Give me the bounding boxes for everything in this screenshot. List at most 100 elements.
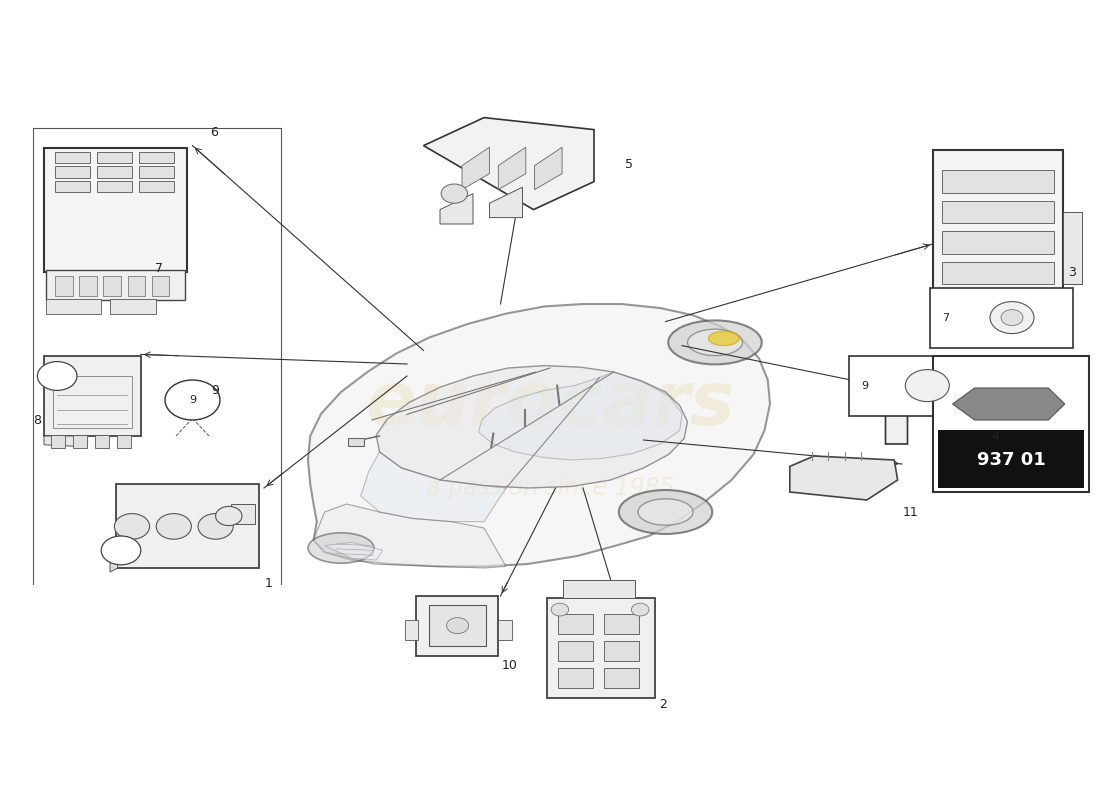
Text: 9: 9 — [211, 384, 220, 397]
Bar — [604, 668, 639, 688]
Bar — [942, 231, 1054, 254]
Text: 3: 3 — [1068, 266, 1077, 278]
Polygon shape — [110, 548, 118, 572]
Text: 6: 6 — [210, 126, 219, 138]
Text: 7: 7 — [155, 262, 164, 274]
Polygon shape — [44, 436, 88, 446]
Polygon shape — [361, 452, 506, 522]
Bar — [95, 435, 109, 448]
Text: 11: 11 — [903, 506, 918, 518]
Bar — [558, 614, 593, 634]
Bar — [139, 152, 174, 163]
Bar — [348, 438, 364, 446]
Bar — [117, 435, 131, 448]
Text: a passion since 1985: a passion since 1985 — [426, 476, 674, 500]
Text: 2: 2 — [659, 698, 668, 710]
Text: 8: 8 — [33, 414, 42, 426]
Bar — [139, 166, 174, 178]
Bar — [849, 356, 970, 416]
Bar — [405, 620, 418, 640]
Bar — [938, 430, 1084, 488]
Circle shape — [905, 370, 949, 402]
Bar — [933, 150, 1063, 324]
Text: 5: 5 — [625, 158, 634, 170]
Circle shape — [631, 603, 649, 616]
Ellipse shape — [708, 331, 739, 346]
Bar — [968, 384, 992, 420]
Bar — [942, 292, 1054, 314]
Polygon shape — [490, 187, 522, 218]
Text: eurocars: eurocars — [365, 367, 735, 441]
Bar — [53, 376, 132, 428]
Circle shape — [165, 380, 220, 420]
Polygon shape — [953, 388, 1065, 420]
Polygon shape — [308, 304, 770, 566]
Circle shape — [37, 362, 77, 390]
Bar — [547, 598, 654, 698]
Circle shape — [216, 506, 242, 526]
Polygon shape — [424, 118, 594, 210]
Polygon shape — [478, 372, 682, 460]
Bar — [558, 641, 593, 661]
Bar — [976, 418, 984, 436]
Bar — [416, 596, 498, 656]
Polygon shape — [440, 194, 473, 224]
Polygon shape — [462, 147, 490, 190]
Bar — [128, 276, 145, 296]
Bar — [604, 614, 639, 634]
Bar — [498, 620, 512, 640]
Bar — [604, 641, 639, 661]
Circle shape — [447, 618, 469, 634]
Polygon shape — [498, 147, 526, 190]
Polygon shape — [535, 147, 562, 190]
Bar — [933, 356, 1089, 492]
Text: 10: 10 — [502, 659, 517, 672]
Ellipse shape — [308, 533, 374, 563]
Ellipse shape — [688, 330, 742, 355]
Bar — [942, 201, 1054, 223]
Bar — [942, 170, 1054, 193]
Polygon shape — [314, 504, 506, 568]
Bar — [97, 181, 132, 192]
Circle shape — [114, 514, 150, 539]
Bar — [46, 270, 185, 300]
Bar — [44, 356, 141, 436]
Bar — [79, 276, 97, 296]
Bar — [73, 435, 87, 448]
Circle shape — [198, 514, 233, 539]
Bar — [51, 435, 65, 448]
Bar — [55, 166, 90, 178]
Circle shape — [441, 184, 468, 203]
Polygon shape — [324, 542, 383, 560]
Bar — [55, 276, 73, 296]
Bar — [55, 152, 90, 163]
Bar — [46, 299, 101, 314]
Ellipse shape — [669, 321, 761, 365]
Bar — [930, 288, 1072, 348]
Text: 937 01: 937 01 — [977, 451, 1045, 469]
Bar — [110, 299, 156, 314]
Polygon shape — [376, 366, 688, 488]
Text: 9: 9 — [861, 381, 868, 390]
Text: 7: 7 — [942, 313, 948, 322]
Polygon shape — [886, 368, 968, 444]
Circle shape — [551, 603, 569, 616]
Text: 1: 1 — [264, 577, 273, 590]
Bar — [116, 484, 258, 568]
Circle shape — [990, 302, 1034, 334]
Bar — [942, 262, 1054, 284]
Polygon shape — [790, 456, 898, 500]
Bar — [429, 605, 486, 646]
Text: 4: 4 — [991, 430, 1000, 442]
Bar — [97, 152, 132, 163]
Bar — [139, 181, 174, 192]
Bar — [103, 276, 121, 296]
Bar — [97, 166, 132, 178]
Bar — [563, 580, 635, 598]
Bar — [558, 668, 593, 688]
Bar — [231, 504, 255, 524]
Bar — [55, 181, 90, 192]
Bar — [44, 148, 187, 272]
Ellipse shape — [638, 499, 693, 525]
Bar — [1063, 212, 1082, 284]
